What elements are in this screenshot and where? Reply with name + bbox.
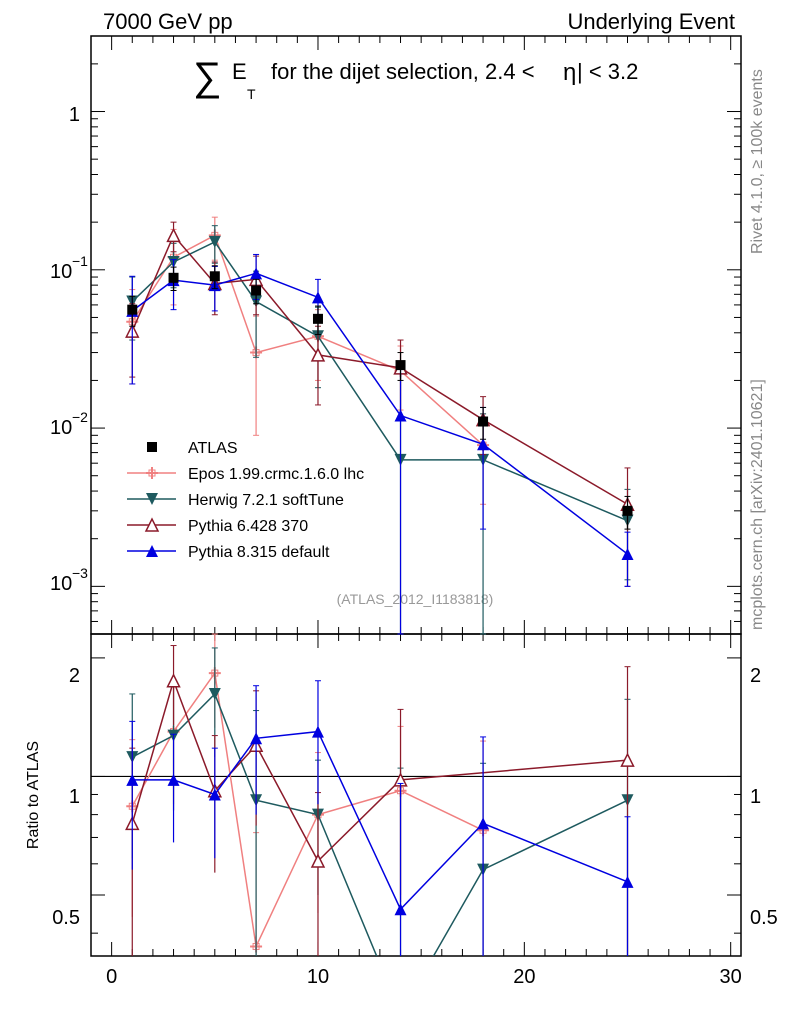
tick-label-base-1: 10 [50,261,72,283]
series-epos-1-99-crmc-1-6-0-lhc [126,216,490,505]
ratio-tick-1-left: 1 [69,786,80,808]
legend-item: Epos 1.99.crmc.1.6.0 lhc [127,466,364,483]
data-point [310,347,326,362]
legend-label: Herwig 7.2.1 softTune [188,492,344,509]
data-point [146,545,158,557]
tick-label-1: 1 [69,104,80,126]
title-end: | < 3.2 [577,59,638,84]
legend-label: Pythia 8.315 default [188,544,330,561]
title-sum-symbol: ∑ [193,55,222,99]
data-point [394,409,407,422]
title-e: E [232,59,247,84]
tick-label-base-3: 10 [50,573,72,595]
legend-label: Epos 1.99.crmc.1.6.0 lhc [188,466,364,483]
data-point [477,817,490,830]
data-point [312,313,323,324]
ratio-tick-2-left: 2 [69,665,80,687]
x-tick-labels: 0 10 20 30 [106,966,742,988]
data-point [478,416,489,427]
ratio-tick-labels: 0.5 1 2 0.5 1 2 [52,665,778,929]
title-eta: η [563,59,576,86]
series-line [131,272,628,555]
ratio-pythia-6-428-370 [125,645,635,956]
header-right: Underlying Event [567,9,735,34]
data-point [621,875,634,888]
data-point [146,493,158,505]
ratio-tick-0-5-right: 0.5 [750,907,778,929]
data-point [147,442,157,452]
main-y-tick-labels: 1 10 −1 10 −2 10 −3 [50,104,88,595]
ratio-series-layer [125,633,635,956]
data-point [209,271,220,282]
ratio-epos-1-99-crmc-1-6-0-lhc [126,633,490,956]
ratio-line [131,692,628,956]
ratio-line [131,678,628,863]
x-tick-label: 0 [106,966,117,988]
x-tick-label: 20 [513,966,535,988]
data-point-box [148,469,156,477]
main-series-layer [125,216,635,635]
data-point [166,227,181,243]
tick-label-exp-2: −2 [72,409,88,425]
data-point [208,235,221,248]
x-tick-label: 30 [720,966,742,988]
data-point [251,285,262,296]
data-point [622,505,633,516]
data-point [168,272,179,283]
data-point [395,360,406,371]
plot-title: ∑ E T for the dijet selection, 2.4 < η |… [193,55,638,102]
data-point [144,517,160,532]
rivet-label: Rivet 4.1.0, ≥ 100k events [749,69,766,254]
series-line [131,233,628,505]
tick-label-base-2: 10 [50,417,72,439]
x-tick-label: 10 [307,966,329,988]
data-point [166,673,181,688]
data-point [127,304,138,315]
ratio-frame [90,633,742,957]
data-point [621,548,634,561]
ratio-line [132,730,628,911]
legend-label: ATLAS [188,440,238,457]
data-point [250,732,263,745]
ratio-y-axis-label: Ratio to ATLAS [25,741,42,849]
tick-label-exp-3: −3 [72,565,88,581]
legend-item: Pythia 6.428 370 [127,517,308,535]
data-point [477,438,490,451]
legend-label: Pythia 6.428 370 [188,518,308,535]
title-t-subscript: T [247,86,256,102]
ratio-line [131,671,484,950]
analysis-watermark: (ATLAS_2012_I1183818) [337,591,494,607]
data-point [208,788,221,801]
ratio-tick-0-5-left: 0.5 [52,907,80,929]
data-point [394,903,407,916]
legend-item: Herwig 7.2.1 softTune [127,492,344,509]
data-point [126,773,139,786]
data-point [620,752,635,767]
data-point [208,687,221,700]
data-point [146,467,158,479]
legend-item: Pythia 8.315 default [127,544,330,561]
data-point [250,267,263,280]
data-point [311,291,324,304]
legend-item: ATLAS [147,440,238,457]
series-atlas [127,265,633,530]
ratio-tick-2-right: 2 [750,665,761,687]
ratio-herwig-7-2-1-softtune [126,647,634,956]
legend: ATLAS Epos 1.99.crmc.1.6.0 lhc Herwig 7.2.… [127,440,364,561]
title-text: for the dijet selection, 2.4 < [271,59,535,84]
tick-label-exp-1: −1 [72,253,88,269]
series-line [131,234,484,446]
series-herwig-7-2-1-softtune [126,225,634,635]
ratio-tick-1-right: 1 [750,786,761,808]
data-point [167,773,180,786]
data-point [311,725,324,738]
header-left: 7000 GeV pp [103,9,233,34]
data-point [310,853,326,868]
mcplots-label: mcplots.cern.ch [arXiv:2401.10621] [749,379,766,630]
ratio-pythia-8-315-default [126,680,634,956]
series-line [131,240,628,522]
